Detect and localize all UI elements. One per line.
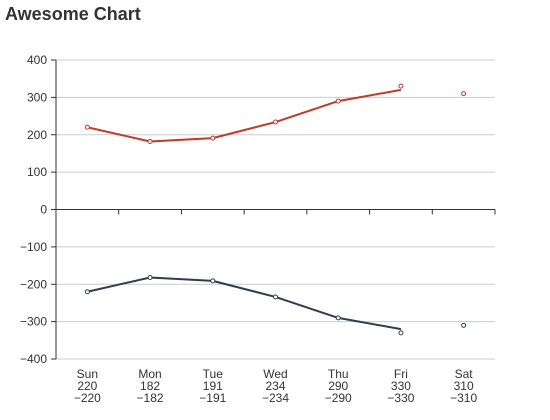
category-label: Sun: [77, 367, 98, 381]
category-value-label: 234: [265, 379, 285, 393]
series-lines: [87, 88, 402, 331]
y-tick-label: 200: [27, 128, 47, 142]
axes: [51, 59, 496, 360]
category-value-label: 220: [77, 379, 97, 393]
series-point-1: [210, 135, 216, 141]
category-value-label: 191: [203, 379, 223, 393]
category-label: Thu: [328, 367, 349, 381]
category-value-label: −191: [199, 391, 226, 405]
series-point-1: [335, 98, 341, 104]
category-value-label: 290: [328, 379, 348, 393]
series-line-2: [87, 276, 402, 331]
y-tick-label: 400: [27, 53, 47, 67]
y-tick-label: 300: [27, 90, 47, 104]
category-label: Mon: [138, 367, 161, 381]
series-point-1: [461, 91, 467, 97]
chart-title: Awesome Chart: [5, 4, 141, 24]
series-point-2: [210, 278, 216, 284]
series-point-2: [273, 294, 278, 300]
category-label: Sat: [455, 367, 474, 381]
category-value-label: −330: [387, 391, 414, 405]
y-tick-label: −100: [20, 240, 47, 254]
series-point-2: [84, 289, 90, 295]
category-value-label: −234: [262, 391, 289, 405]
category-value-label: −220: [74, 391, 101, 405]
category-label: Tue: [203, 367, 224, 381]
y-tick-label: −200: [20, 277, 47, 291]
category-value-label: −310: [450, 391, 477, 405]
category-value-label: 310: [454, 379, 474, 393]
series-line-1: [87, 88, 402, 143]
y-tick-label: −300: [20, 315, 47, 329]
category-value-label: 330: [391, 379, 411, 393]
series-point-2: [398, 330, 404, 336]
category-label: Wed: [263, 367, 287, 381]
series-point-2: [147, 275, 153, 281]
series-point-2: [335, 315, 341, 321]
y-tick-label: 100: [27, 165, 47, 179]
y-tick-label: 0: [40, 203, 47, 217]
data-points: [84, 83, 467, 336]
y-tick-label: −400: [20, 352, 47, 366]
category-value-label: −290: [325, 391, 352, 405]
category-value-label: 182: [140, 379, 160, 393]
grid-lines: [56, 59, 495, 360]
series-point-1: [398, 83, 404, 89]
series-point-1: [84, 124, 90, 130]
category-label: Fri: [394, 367, 408, 381]
category-value-label: −182: [137, 391, 164, 405]
series-point-2: [461, 322, 467, 328]
series-point-1: [147, 138, 153, 144]
series-point-1: [273, 119, 278, 125]
